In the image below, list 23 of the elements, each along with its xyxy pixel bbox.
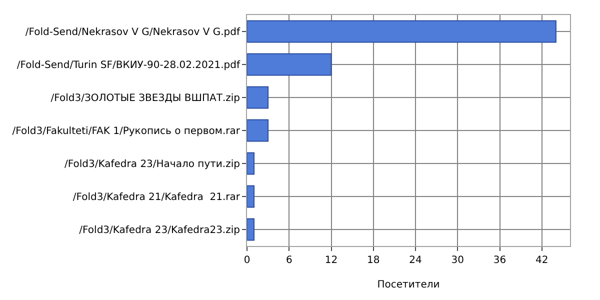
bar: [247, 86, 269, 109]
x-tick-label: 18: [367, 255, 380, 266]
x-tick-label: 42: [536, 255, 548, 266]
x-tick-label: 6: [286, 255, 292, 266]
x-tick-label: 24: [409, 255, 422, 266]
y-tick-label: /Fold3/Kafedra 23/Kafedra23.zip: [79, 225, 240, 236]
bar: [247, 185, 255, 208]
x-axis-title: Посетители: [377, 280, 440, 290]
y-tick-label: /Fold3/ЗОЛОТЫЕ ЗВЕЗДЫ ВШПАТ.zip: [50, 93, 240, 104]
y-tick-label: /Fold3/Fakulteti/FAK 1/Рукопись о первом.rar: [12, 126, 241, 137]
bar: [247, 119, 269, 142]
bar: [247, 53, 332, 76]
x-tick-label: 0: [244, 255, 250, 266]
x-tick-label: 30: [451, 255, 464, 266]
y-tick-label: /Fold3/Kafedra 21/Kafedra 21.rar: [72, 192, 241, 203]
y-tick-label: /Fold3/Kafedra 23/Начало пути.zip: [64, 159, 240, 170]
x-tick-label: 36: [493, 255, 506, 266]
y-tick-label: /Fold-Send/Turin SF/ВКИУ-90-28.02.2021.pdf: [16, 60, 240, 71]
x-tick-label: 12: [324, 255, 338, 266]
y-tick-label: /Fold-Send/Nekrasov V G/Nekrasov V G.pdf: [25, 27, 240, 38]
bar: [247, 20, 556, 43]
bar: [247, 152, 255, 175]
bar: [247, 218, 255, 241]
